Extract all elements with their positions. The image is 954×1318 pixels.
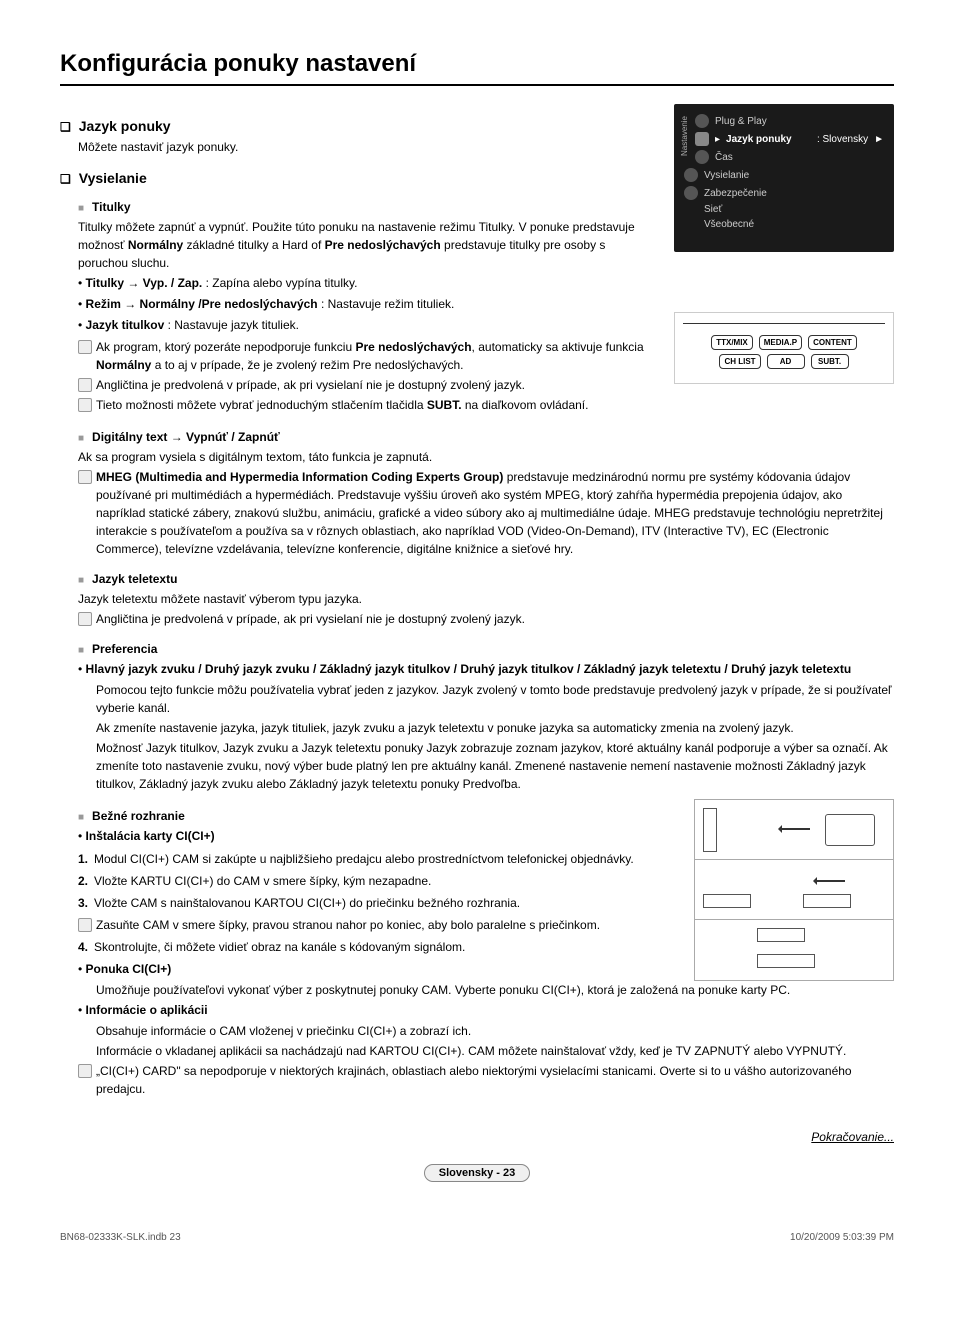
text: Vložte KARTU CI(CI+) do CAM v smere šípk… xyxy=(94,872,431,890)
note-item: MHEG (Multimedia and Hypermedia Informat… xyxy=(78,468,894,558)
text: : Nastavuje jazyk tituliek. xyxy=(164,318,299,332)
page-badge: Slovensky - 23 xyxy=(424,1164,530,1182)
circle-icon xyxy=(684,186,698,200)
body-text: Umožňuje používateľovi vykonať výber z p… xyxy=(96,981,894,999)
note-item: Angličtina je predvolená v prípade, ak p… xyxy=(78,610,894,628)
osd-label: Čas xyxy=(715,152,884,163)
text: a to aj v prípade, že je zvolený režim P… xyxy=(151,358,463,372)
osd-row: Sieť xyxy=(680,202,888,217)
note-item: Ak program, ktorý pozeráte nepodporuje f… xyxy=(78,338,654,374)
sub-preferencia: Preferencia xyxy=(78,642,894,656)
list-item: Titulky → Vyp. / Zap. : Zapína alebo vyp… xyxy=(78,274,654,293)
continue-link: Pokračovanie... xyxy=(60,1130,894,1144)
remote-btn: AD xyxy=(767,354,805,369)
body-text: Obsahuje informácie o CAM vloženej v pri… xyxy=(96,1022,894,1040)
sub-digitalny-text: Digitálny text → Vypnúť / Zapnúť xyxy=(78,430,894,444)
body-text: Možnosť Jazyk titulkov, Jazyk zvuku a Ja… xyxy=(96,739,894,793)
body-text: Ak zmeníte nastavenie jazyka, jazyk titu… xyxy=(96,719,894,737)
section-vysielanie: Vysielanie xyxy=(60,170,654,186)
list-item: Jazyk titulkov : Nastavuje jazyk titulie… xyxy=(78,316,654,335)
osd-row: Čas xyxy=(691,148,888,166)
osd-label: Plug & Play xyxy=(715,116,884,127)
osd-row-selected: ▸Jazyk ponuky: Slovensky► xyxy=(691,130,888,148)
text: Skontrolujte, či môžete vidieť obraz na … xyxy=(94,938,465,956)
text: na diaľkovom ovládaní. xyxy=(462,398,589,412)
text: Titulky → Vyp. / Zap. xyxy=(86,276,203,290)
text: Inštalácia karty CI(CI+) xyxy=(86,829,215,843)
body-text: Môžete nastaviť jazyk ponuky. xyxy=(78,138,654,156)
note-item: „CI(CI+) CARD" sa nepodporuje v niektorý… xyxy=(78,1062,894,1098)
circle-icon xyxy=(695,114,709,128)
list-item: Hlavný jazyk zvuku / Druhý jazyk zvuku /… xyxy=(78,660,894,679)
osd-label: Všeobecné xyxy=(704,219,884,230)
osd-menu: Nastavenie Plug & Play ▸Jazyk ponuky: Sl… xyxy=(674,104,894,252)
text: Ponuka CI(CI+) xyxy=(86,962,172,976)
list-item: Režim → Normálny /Pre nedoslýchavých : N… xyxy=(78,295,654,314)
body-text: Titulky môžete zapnúť a vypnúť. Použite … xyxy=(78,218,654,272)
text: Ak program, ktorý pozeráte nepodporuje f… xyxy=(96,340,355,354)
osd-label: Vysielanie xyxy=(704,170,884,181)
page-footer: Slovensky - 23 xyxy=(60,1164,894,1182)
text: , automaticky sa aktivuje funkcia xyxy=(472,340,644,354)
body-text: Jazyk teletextu môžete nastaviť výberom … xyxy=(78,590,894,608)
osd-row: Plug & Play xyxy=(691,112,888,130)
chevron-right-icon: ► xyxy=(874,134,884,145)
list-item: 2.Vložte KARTU CI(CI+) do CAM v smere ší… xyxy=(78,872,682,890)
text: základné titulky a Hard of xyxy=(183,238,324,252)
footer-timestamp: 10/20/2009 5:03:39 PM xyxy=(790,1232,894,1243)
gear-icon xyxy=(695,132,709,146)
text: Modul CI(CI+) CAM si zakúpte u najbližši… xyxy=(94,850,634,868)
sub-titulky: Titulky xyxy=(78,200,654,214)
remote-btn: TTX/MIX xyxy=(711,335,753,350)
remote-btn: SUBT. xyxy=(811,354,849,369)
osd-label: Zabezpečenie xyxy=(704,188,884,199)
note-item: Angličtina je predvolená v prípade, ak p… xyxy=(78,376,654,394)
text: Tieto možnosti môžete vybrať jednoduchým… xyxy=(96,398,427,412)
text: MHEG (Multimedia and Hypermedia Informat… xyxy=(96,470,503,484)
remote-btn: CONTENT xyxy=(808,335,857,350)
list-item: Informácie o aplikácii xyxy=(78,1001,894,1020)
ci-illustration xyxy=(694,799,894,981)
remote-illustration: TTX/MIX MEDIA.P CONTENT CH LIST AD SUBT. xyxy=(674,312,894,384)
list-item: 1.Modul CI(CI+) CAM si zakúpte u najbliž… xyxy=(78,850,682,868)
osd-row: Zabezpečenie xyxy=(680,184,888,202)
osd-label: Sieť xyxy=(704,204,884,215)
text: Pre nedoslýchavých xyxy=(325,238,441,252)
list-item: 3.Vložte CAM s nainštalovanou KARTOU CI(… xyxy=(78,894,682,912)
text: : Nastavuje režim tituliek. xyxy=(318,297,455,311)
osd-value: : Slovensky xyxy=(817,134,868,145)
osd-row: Všeobecné xyxy=(680,217,888,232)
page-title: Konfigurácia ponuky nastavení xyxy=(60,50,894,86)
text: SUBT. xyxy=(427,398,462,412)
text: Normálny xyxy=(96,358,151,372)
note-item: Zasuňte CAM v smere šípky, pravou strano… xyxy=(78,916,894,934)
sub-jazyk-teletextu: Jazyk teletextu xyxy=(78,572,894,586)
text: : Zapína alebo vypína titulky. xyxy=(202,276,357,290)
text: Pre nedoslýchavých xyxy=(355,340,471,354)
section-jazyk-ponuky: Jazyk ponuky xyxy=(60,118,654,134)
body-text: Ak sa program vysiela s digitálnym texto… xyxy=(78,448,894,466)
body-text: Pomocou tejto funkcie môžu používatelia … xyxy=(96,681,894,717)
circle-icon xyxy=(695,150,709,164)
text: Režim → Normálny /Pre nedoslýchavých xyxy=(86,297,318,311)
footer-meta: BN68-02333K-SLK.indb 23 10/20/2009 5:03:… xyxy=(60,1232,894,1243)
text: Hlavný jazyk zvuku / Druhý jazyk zvuku /… xyxy=(86,662,852,676)
remote-btn: MEDIA.P xyxy=(759,335,802,350)
osd-label: Jazyk ponuky xyxy=(726,134,811,145)
note-item: Tieto možnosti môžete vybrať jednoduchým… xyxy=(78,396,654,414)
text: Informácie o aplikácii xyxy=(86,1003,208,1017)
osd-side-label: Nastavenie xyxy=(680,116,689,156)
text: Jazyk titulkov xyxy=(86,318,165,332)
text: Vložte CAM s nainštalovanou KARTOU CI(CI… xyxy=(94,894,520,912)
circle-icon xyxy=(684,168,698,182)
body-text: Informácie o vkladanej aplikácii sa nach… xyxy=(96,1042,894,1060)
remote-btn: CH LIST xyxy=(719,354,760,369)
osd-row: Vysielanie xyxy=(680,166,888,184)
footer-file: BN68-02333K-SLK.indb 23 xyxy=(60,1232,181,1243)
text: Normálny xyxy=(128,238,183,252)
list-item: 4.Skontrolujte, či môžete vidieť obraz n… xyxy=(78,938,682,956)
